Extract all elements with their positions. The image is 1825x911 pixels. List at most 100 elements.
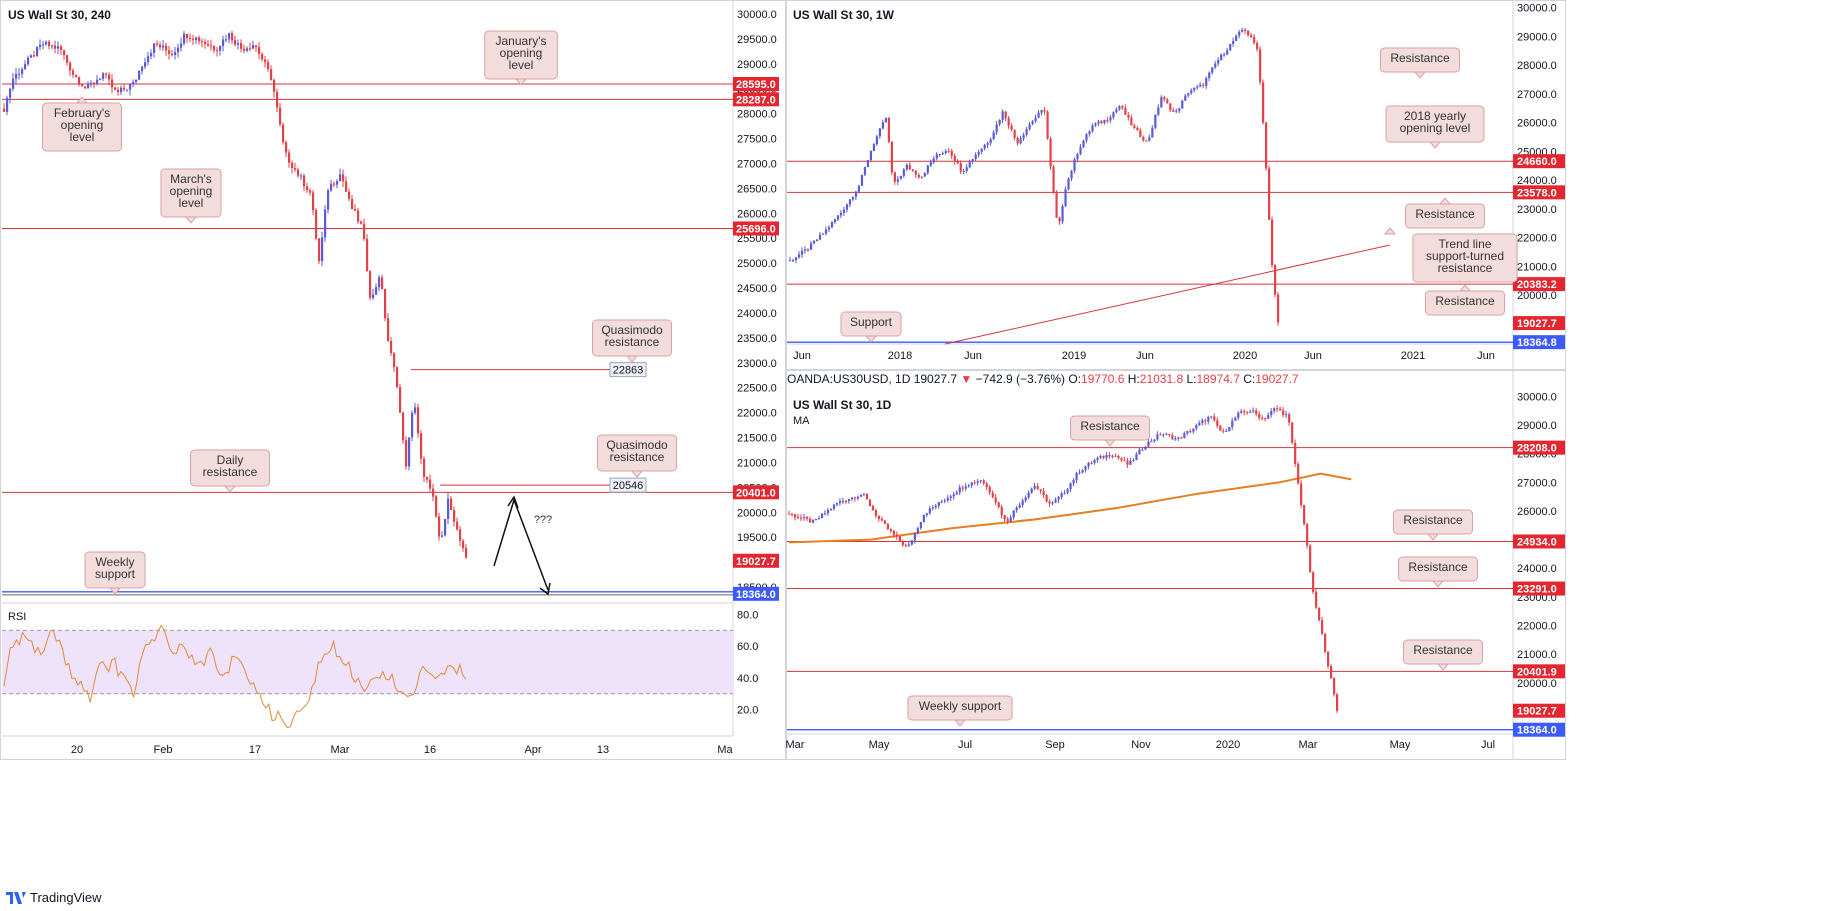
- weekly-price-tick: 27000.0: [1517, 89, 1557, 101]
- candle-body: [1105, 455, 1108, 458]
- candle-body: [986, 143, 989, 145]
- callout-text: Weekly support: [919, 699, 1002, 713]
- candle-body: [84, 86, 87, 89]
- candle-body: [81, 84, 84, 87]
- candle-body: [1133, 125, 1136, 129]
- candle-body: [1216, 420, 1219, 426]
- candle-body: [60, 46, 63, 51]
- candle-body: [827, 227, 831, 230]
- candle-body: [1021, 500, 1024, 505]
- candle-body: [1166, 99, 1169, 104]
- candle-body: [841, 500, 845, 502]
- candle-body: [1252, 410, 1255, 412]
- candle-body: [820, 513, 824, 519]
- weekly-callout: Resistance: [1425, 284, 1505, 316]
- candle-body: [965, 167, 968, 171]
- candle-body: [27, 57, 30, 65]
- candle-body: [273, 79, 276, 92]
- candle-body: [970, 482, 973, 486]
- h4-projection: [493, 495, 551, 596]
- candle-body: [1124, 107, 1127, 115]
- candle-body: [111, 79, 114, 88]
- candle-body: [814, 519, 818, 521]
- candle-body: [1202, 84, 1205, 86]
- candle-body: [1205, 78, 1208, 86]
- info-bar-part: 21031.8: [1140, 372, 1187, 386]
- candle-body: [198, 37, 201, 42]
- h4-price-tick: 26000.0: [737, 208, 777, 220]
- candle-body: [465, 548, 468, 558]
- callout-text: level: [509, 58, 534, 72]
- candle-body: [1247, 30, 1250, 36]
- daily-price-box: [1513, 664, 1565, 679]
- candle-body: [261, 54, 264, 60]
- candle-body: [150, 52, 153, 57]
- candle-body: [866, 160, 870, 168]
- tradingview-brand[interactable]: TradingView: [6, 890, 102, 905]
- candle-body: [1259, 49, 1262, 83]
- candle-body: [1178, 108, 1181, 111]
- h4-time-tick: Apr: [524, 744, 541, 756]
- candle-body: [1217, 59, 1220, 64]
- candle-body: [835, 503, 839, 505]
- candle-body: [432, 488, 435, 497]
- h4-price-box: [733, 221, 779, 236]
- weekly-current-price-label: 19027.7: [1517, 318, 1557, 330]
- callout-pointer: [864, 335, 878, 343]
- callout-text: Daily: [217, 453, 244, 467]
- candle-body: [916, 528, 919, 534]
- candle-body: [417, 407, 420, 434]
- candle-body: [51, 45, 54, 47]
- candle-body: [929, 162, 932, 166]
- candle-body: [291, 162, 294, 168]
- candle-body: [1267, 414, 1270, 419]
- candle-body: [1175, 110, 1178, 112]
- candle-body: [99, 78, 102, 80]
- weekly-price-tick: 28000.0: [1517, 60, 1557, 72]
- candle-body: [1333, 678, 1336, 695]
- candle-body: [1000, 507, 1003, 516]
- candle-body: [859, 494, 863, 497]
- candle-body: [851, 196, 855, 200]
- h4-price-tick: 24500.0: [737, 283, 777, 295]
- h4-time-tick: 16: [424, 744, 436, 756]
- candle-body: [1327, 651, 1330, 667]
- candle-body: [1232, 40, 1235, 44]
- candle-body: [1246, 412, 1249, 414]
- candle-body: [1025, 129, 1028, 135]
- candle-body: [1097, 121, 1100, 124]
- candle-body: [886, 523, 890, 529]
- daily-price-tick: 24000.0: [1517, 563, 1557, 575]
- candle-body: [75, 74, 78, 78]
- candle-body: [958, 487, 961, 493]
- candle-body: [93, 82, 96, 84]
- candle-body: [1303, 505, 1306, 525]
- h4-price-tick: 29000.0: [737, 59, 777, 71]
- candle-body: [1045, 495, 1048, 502]
- candle-body: [989, 139, 992, 144]
- candle-body: [321, 237, 324, 262]
- candle-body: [168, 50, 171, 54]
- weekly-price-box-label: 20383.2: [1517, 279, 1557, 291]
- candle-body: [1022, 134, 1025, 139]
- candle-body: [1076, 154, 1079, 160]
- rsi-price-tick: 80.0: [737, 610, 758, 622]
- daily-price-box-support-label: 18364.0: [1517, 725, 1557, 737]
- candle-body: [1193, 87, 1196, 91]
- candle-body: [219, 45, 222, 51]
- callout-text: opening: [61, 118, 104, 132]
- weekly-time-tick: Jun: [793, 350, 811, 362]
- candle-body: [102, 73, 105, 79]
- candle-body: [889, 528, 893, 531]
- callout-pointer: [630, 470, 644, 478]
- callout-text: Quasimodo: [601, 323, 663, 337]
- candle-body: [1309, 545, 1312, 573]
- candle-body: [799, 517, 803, 519]
- candle-body: [1009, 517, 1012, 522]
- daily-subtitle: MA: [793, 415, 810, 427]
- candle-body: [803, 249, 807, 251]
- candle-body: [818, 234, 822, 240]
- weekly-price-box-support-label: 18364.8: [1517, 337, 1557, 349]
- daily-price-box-label: 28208.0: [1517, 443, 1557, 455]
- candle-body: [1114, 455, 1117, 457]
